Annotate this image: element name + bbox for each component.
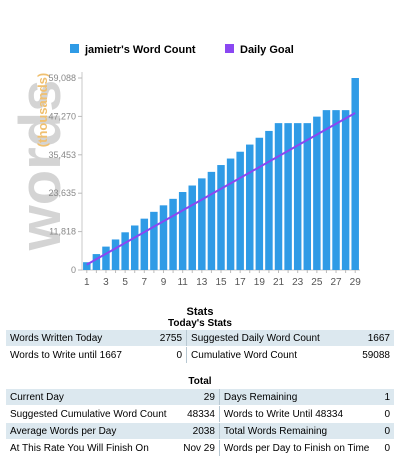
word-count-bar — [159, 205, 168, 270]
x-tick-label: 13 — [196, 277, 208, 288]
word-count-bar — [169, 198, 177, 270]
total-stats-title: Total — [188, 376, 212, 387]
word-count-bar — [83, 262, 91, 270]
y-tick-label: 35,453 — [48, 150, 76, 160]
y-axis-watermark: words — [8, 80, 73, 252]
word-count-bar — [178, 192, 187, 270]
word-count-bar — [322, 110, 331, 270]
x-tick-label: 21 — [273, 277, 285, 288]
stat-label: Days Remaining — [219, 389, 380, 406]
stat-value: Nov 29 — [177, 439, 220, 457]
word-count-bar — [226, 158, 235, 270]
stat-value: 48334 — [177, 405, 220, 423]
word-count-bar — [140, 218, 149, 270]
x-tick-label: 15 — [215, 277, 227, 288]
word-count-bar — [341, 110, 350, 270]
todays-stats-table: Words Written Today 2755 Suggested Daily… — [6, 330, 394, 364]
word-count-bar — [246, 144, 254, 270]
total-stats-table: Current Day 29 Days Remaining 1 Suggeste… — [6, 389, 394, 457]
legend-label-word-count: jamietr's Word Count — [84, 44, 196, 56]
x-tick-label: 7 — [142, 277, 148, 288]
stat-value: 2038 — [177, 422, 220, 440]
table-row: Current Day 29 Days Remaining 1 — [6, 389, 394, 406]
word-count-bar — [274, 123, 283, 271]
y-tick-label: 0 — [71, 265, 76, 275]
word-count-bar — [188, 185, 196, 270]
stats-title: Stats — [186, 306, 214, 318]
stat-label: Words to Write until 1667 — [6, 346, 150, 364]
x-tick-label: 29 — [350, 277, 362, 288]
stat-label: Suggested Cumulative Word Count — [6, 405, 178, 423]
word-count-chart: words(thousands) 0 11,818 23,635 35,453 47,27… — [8, 44, 362, 288]
x-tick-label: 5 — [122, 277, 128, 288]
word-count-bar — [351, 78, 359, 270]
stat-label: Cumulative Word Count — [186, 346, 352, 364]
stat-value: 0 — [149, 346, 188, 364]
word-count-bar — [303, 123, 312, 271]
stat-label: Total Words Remaining — [219, 422, 380, 440]
stat-value: 0 — [379, 439, 394, 457]
word-count-bar — [111, 239, 120, 270]
table-row: Words to Write until 1667 0 Cumulative W… — [6, 346, 394, 364]
word-count-bar — [102, 246, 110, 270]
stat-label: Words Written Today — [6, 330, 150, 347]
stat-value: 1 — [379, 389, 394, 406]
word-count-bar — [293, 123, 302, 271]
legend-label-daily-goal: Daily Goal — [240, 44, 294, 56]
table-row: Average Words per Day 2038 Total Words R… — [6, 422, 394, 440]
table-row: Words Written Today 2755 Suggested Daily… — [6, 330, 394, 347]
daily-goal-line — [86, 112, 356, 266]
word-count-bar — [207, 171, 216, 270]
word-count-bar — [92, 254, 101, 270]
x-tick-label: 11 — [177, 277, 188, 288]
x-tick-label: 23 — [292, 277, 304, 288]
stat-value: 59088 — [351, 346, 394, 364]
word-count-bar — [265, 130, 273, 270]
table-row: Suggested Cumulative Word Count 48334 Wo… — [6, 405, 394, 423]
stat-label: Words per Day to Finish on Time — [219, 439, 380, 457]
x-tick-label: 3 — [103, 277, 109, 288]
legend-swatch-word-count — [70, 44, 79, 53]
word-count-bar — [332, 110, 340, 270]
stat-value: 0 — [379, 422, 394, 440]
legend-swatch-daily-goal — [225, 44, 234, 53]
y-tick-label: 59,088 — [48, 73, 76, 83]
stat-label: Average Words per Day — [6, 422, 178, 440]
word-count-bar — [150, 211, 158, 270]
x-tick-label: 25 — [311, 277, 323, 288]
table-row: At This Rate You Will Finish On Nov 29 W… — [6, 439, 394, 457]
stat-label: At This Rate You Will Finish On — [6, 439, 178, 457]
stat-value: 29 — [177, 389, 220, 406]
word-count-bar — [255, 137, 264, 270]
stat-value: 0 — [379, 405, 394, 423]
word-count-bar — [121, 232, 129, 270]
word-count-bar — [217, 165, 225, 270]
word-count-bar — [198, 178, 206, 270]
todays-stats-title: Today's Stats — [168, 318, 232, 329]
x-tick-label: 1 — [84, 277, 90, 288]
y-tick-label: 47,270 — [48, 111, 76, 121]
y-axis-watermark-sub: (thousands) — [35, 73, 50, 147]
word-count-bar — [236, 151, 244, 270]
word-count-bar — [130, 225, 139, 270]
word-count-bar — [284, 123, 292, 271]
x-tick-label: 9 — [161, 277, 167, 288]
stat-label: Suggested Daily Word Count — [186, 330, 352, 347]
y-tick-label: 11,818 — [49, 227, 76, 237]
x-tick-label: 19 — [254, 277, 266, 288]
stat-value: 2755 — [149, 330, 188, 347]
x-tick-label: 17 — [235, 277, 247, 288]
y-tick-label: 23,635 — [48, 188, 76, 198]
word-count-bar — [313, 116, 321, 270]
x-tick-label: 27 — [330, 277, 342, 288]
stat-label: Current Day — [6, 389, 178, 406]
stat-label: Words to Write Until 48334 — [219, 405, 380, 423]
stat-value: 1667 — [351, 330, 394, 347]
